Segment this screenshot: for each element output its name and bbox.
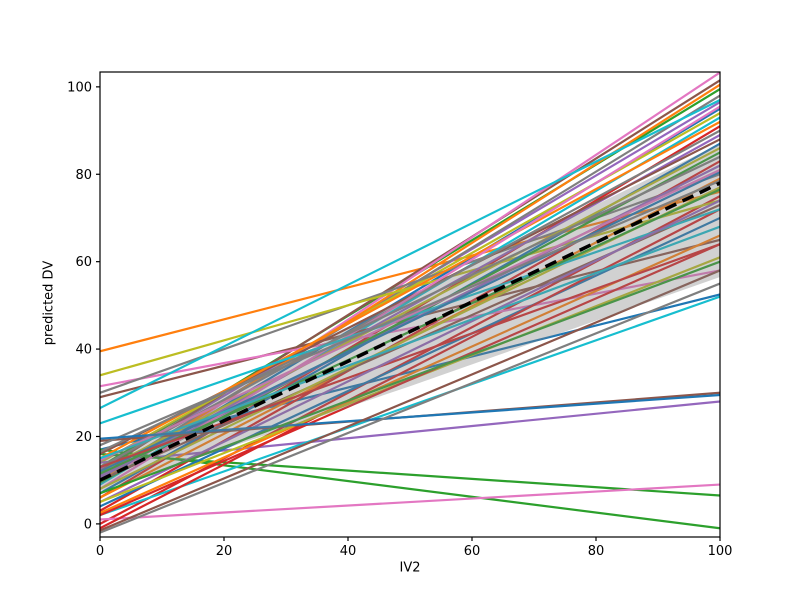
sample-regression-line-pink	[100, 483, 720, 521]
sample-regression-line-olive	[100, 147, 720, 473]
sample-regression-line-red	[100, 208, 720, 530]
sample-regression-line-cyan	[100, 98, 720, 410]
mean-prediction-line	[100, 181, 720, 482]
sample-regression-line-olive	[100, 199, 720, 377]
y-tick-label: 80	[75, 168, 92, 183]
axes-spines	[99, 71, 721, 538]
sample-regression-line-brown	[100, 269, 720, 532]
y-tick-label: 0	[84, 517, 92, 532]
y-tick-label: 40	[75, 343, 92, 358]
y-tick-label: 60	[75, 255, 92, 270]
y-axis-label: predicted DV	[41, 260, 57, 345]
sample-regression-line-cyan	[100, 295, 720, 517]
x-tick-label: 100	[708, 544, 733, 559]
sample-regression-line-green	[100, 448, 720, 530]
sample-regression-line-pink	[100, 168, 720, 462]
sample-regression-line-gray	[100, 179, 720, 447]
sample-regression-line-red	[100, 243, 720, 517]
x-tick-label: 80	[588, 544, 605, 559]
sample-regression-line-gray	[100, 155, 720, 453]
sample-regression-line-blue	[100, 171, 720, 473]
sample-regression-line-cyan	[100, 225, 720, 460]
x-tick-label: 0	[96, 544, 104, 559]
y-tick-label: 100	[67, 80, 92, 95]
sample-regression-line-brown	[100, 79, 720, 473]
sample-regression-line-purple	[100, 199, 720, 504]
sample-regression-line-green	[100, 260, 720, 495]
x-tick-label: 40	[340, 544, 357, 559]
sample-regression-line-pink	[100, 72, 720, 486]
x-tick-label: 20	[216, 544, 233, 559]
y-tick-label: 20	[75, 430, 92, 445]
x-tick-label: 60	[464, 544, 481, 559]
x-axis-label: IV2	[399, 560, 421, 576]
sample-regression-line-gray	[100, 282, 720, 534]
